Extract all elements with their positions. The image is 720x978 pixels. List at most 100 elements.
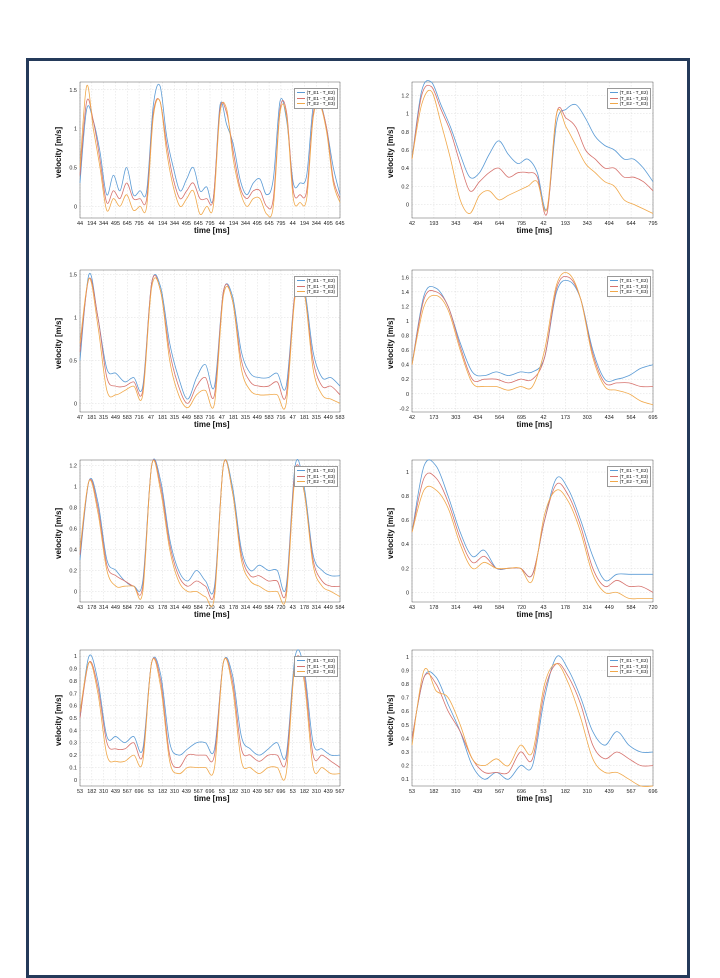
- y-tick-label: 0.3: [401, 750, 409, 756]
- x-tick-label: 314: [451, 605, 460, 611]
- x-tick-label: 795: [517, 221, 526, 227]
- series-line: [79, 84, 341, 218]
- legend-label: (T_E1 - T_E2): [619, 658, 648, 663]
- x-tick-label: 53: [219, 789, 225, 795]
- x-tick-label: 567: [194, 789, 203, 795]
- chart-svg-2: 42 193 343 494 644 795 42 193 343 494 644 795 0 0.2 0.…: [401, 80, 658, 227]
- x-tick-label: 439: [473, 789, 482, 795]
- legend-entry: (T_E2 - T_E3): [296, 479, 335, 485]
- x-tick-label: 795: [205, 221, 214, 227]
- chart-legend: (T_E1 - T_E2) (T_E1 - T_E3) (T_E2 - T_E3): [293, 466, 338, 487]
- chart-panel-4: 42 173 303 434 564 695 42 173 303 434 564 695 -0.2 0 0…: [386, 268, 658, 430]
- x-tick-label: 310: [583, 789, 592, 795]
- legend-swatch: [296, 285, 305, 287]
- y-tick-label: 0.6: [401, 709, 409, 715]
- chart-panel-6: 43 178 314 449 584 720 43 178 314 449 584 720 0 0.2 0.…: [386, 458, 658, 620]
- legend-label: (T_E1 - T_E3): [619, 283, 648, 289]
- x-tick-label: 716: [205, 415, 214, 421]
- y-tick-label: 0.7: [401, 696, 409, 702]
- y-tick-label: 1.4: [401, 290, 409, 296]
- y-tick-label: 0.1: [401, 777, 409, 783]
- x-tick-label: 344: [170, 221, 179, 227]
- x-tick-label: 695: [648, 415, 657, 421]
- x-tick-label: 178: [229, 605, 238, 611]
- y-tick-label: 0: [406, 202, 409, 208]
- legend-swatch: [296, 665, 305, 667]
- x-tick-label: 178: [300, 605, 309, 611]
- x-tick-label: 567: [264, 789, 273, 795]
- chart-panel-8: 53 182 310 439 567 696 53 182 310 439 567 696 0.1 0.2…: [386, 648, 658, 804]
- chart-panel-7: 53 182 310 439 567 696 53 182 310 439 567 696 53 182 3…: [54, 648, 345, 804]
- x-tick-label: 314: [99, 605, 108, 611]
- legend-swatch: [296, 671, 305, 673]
- x-tick-label: 449: [605, 605, 614, 611]
- x-tick-label: 439: [253, 789, 262, 795]
- series-line: [79, 98, 341, 210]
- plot-area: [79, 81, 341, 219]
- x-tick-label: 194: [87, 221, 96, 227]
- legend-label: (T_E1 - T_E2): [619, 468, 648, 473]
- chart-legend: (T_E1 - T_E2) (T_E1 - T_E3) (T_E2 - T_E3): [293, 276, 338, 297]
- chart-legend: (T_E1 - T_E2) (T_E1 - T_E3) (T_E2 - T_E3): [293, 88, 338, 109]
- x-tick-label: 53: [290, 789, 296, 795]
- series-line: [411, 663, 654, 787]
- series-line: [411, 80, 654, 211]
- series-line: [79, 649, 341, 760]
- x-tick-label: 584: [626, 605, 635, 611]
- legend-swatch: [609, 97, 618, 99]
- x-tick-label: 584: [495, 605, 504, 611]
- legend-swatch: [609, 92, 618, 94]
- legend-entry: (T_E1 - T_E3): [296, 95, 335, 102]
- series-line: [411, 485, 653, 600]
- y-tick-label: 1: [406, 655, 409, 661]
- x-tick-label: 182: [429, 789, 438, 795]
- chart-svg-4: 42 173 303 434 564 695 42 173 303 434 564 695 -0.2 0 0…: [400, 269, 658, 421]
- series-line: [411, 84, 654, 216]
- legend-label: (T_E2 - T_E3): [619, 289, 648, 294]
- legend-entry: (T_E1 - T_E2): [609, 658, 648, 664]
- x-tick-label: 42: [540, 415, 546, 421]
- chart-svg-6: 43 178 314 449 584 720 43 178 314 449 584 720 0 0.2 0.…: [401, 459, 658, 611]
- chart-legend: (T_E1 - T_E2) (T_E1 - T_E3) (T_E2 - T_E3): [293, 656, 338, 677]
- legend-label: (T_E2 - T_E3): [306, 669, 335, 674]
- legend-label: (T_E1 - T_E3): [306, 95, 335, 101]
- legend-entry: (T_E1 - T_E2): [296, 468, 335, 474]
- legend-entry: (T_E1 - T_E2): [296, 658, 335, 664]
- legend-entry: (T_E1 - T_E3): [609, 95, 648, 102]
- x-tick-label: 303: [451, 415, 460, 421]
- x-tick-label: 583: [264, 415, 273, 421]
- x-tick-label: 42: [540, 221, 546, 227]
- x-tick-label: 173: [561, 415, 570, 421]
- x-tick-label: 182: [229, 789, 238, 795]
- x-tick-label: 449: [111, 415, 120, 421]
- legend-swatch: [609, 660, 618, 662]
- legend-entry: (T_E2 - T_E3): [609, 101, 648, 107]
- y-axis-label: velocity [m/s]: [386, 694, 395, 746]
- x-tick-label: 716: [134, 415, 143, 421]
- legend-entry: (T_E1 - T_E3): [609, 473, 648, 480]
- y-tick-label: 1: [406, 112, 409, 118]
- legend-entry: (T_E1 - T_E3): [296, 284, 335, 290]
- x-tick-label: 193: [429, 221, 438, 227]
- y-tick-label: 0: [74, 401, 77, 407]
- legend-label: (T_E1 - T_E3): [619, 473, 648, 479]
- y-tick-label: 0.6: [401, 518, 409, 524]
- x-tick-label: 716: [276, 415, 285, 421]
- legend-entry: (T_E1 - T_E2): [296, 278, 335, 284]
- chart-legend: (T_E1 - T_E2) (T_E1 - T_E3) (T_E2 - T_E3): [606, 656, 651, 677]
- x-tick-label: 53: [540, 789, 546, 795]
- x-tick-label: 449: [324, 605, 333, 611]
- legend-label: (T_E1 - T_E3): [619, 95, 648, 101]
- x-axis-label: time [ms]: [516, 226, 553, 235]
- y-tick-label: 0.4: [401, 363, 409, 369]
- x-tick-label: 43: [148, 605, 154, 611]
- legend-label: (T_E1 - T_E3): [306, 663, 335, 669]
- x-tick-label: 42: [409, 221, 415, 227]
- x-tick-label: 182: [300, 789, 309, 795]
- legend-swatch: [296, 660, 305, 662]
- y-tick-label: 0.5: [69, 165, 77, 171]
- legend-swatch: [296, 481, 305, 483]
- y-tick-label: 1.2: [401, 304, 409, 310]
- chart-svg-7: 53 182 310 439 567 696 53 182 310 439 567 696 53 182 3…: [69, 649, 345, 795]
- y-tick-label: 0.2: [69, 753, 77, 759]
